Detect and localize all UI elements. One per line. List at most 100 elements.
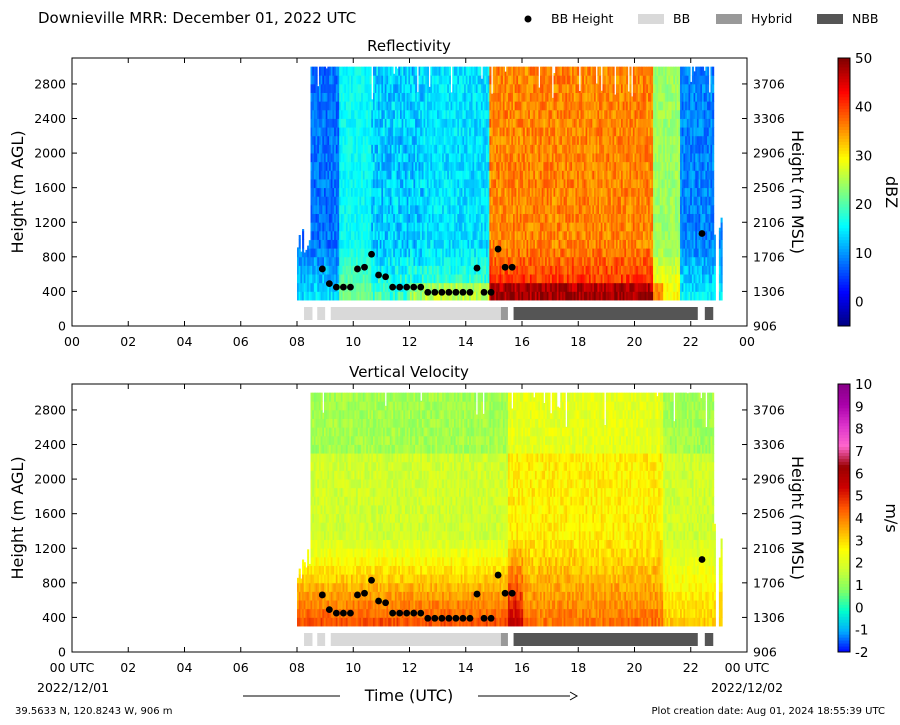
field-cell bbox=[383, 66, 386, 76]
figure-title: Downieville MRR: December 01, 2022 UTC bbox=[38, 9, 356, 27]
field-cell bbox=[362, 144, 365, 154]
field-cell bbox=[440, 170, 443, 180]
field-cell bbox=[445, 282, 448, 292]
field-cell bbox=[432, 282, 435, 292]
field-cell bbox=[399, 256, 403, 266]
field-cell bbox=[398, 161, 401, 171]
field-cell bbox=[335, 66, 338, 76]
field-cell bbox=[372, 75, 376, 85]
field-cell bbox=[405, 256, 408, 266]
field-cell bbox=[318, 66, 322, 76]
field-cell bbox=[462, 92, 465, 102]
field-cell bbox=[433, 161, 436, 171]
field-cell bbox=[462, 248, 465, 258]
field-cell bbox=[420, 127, 423, 137]
field-cell bbox=[415, 92, 418, 102]
field-cell bbox=[459, 248, 462, 258]
field-cell bbox=[332, 230, 335, 240]
field-cell bbox=[344, 66, 347, 76]
field-cell bbox=[376, 196, 379, 206]
field-cell bbox=[359, 291, 362, 301]
field-cell bbox=[374, 75, 377, 85]
field-cell bbox=[324, 83, 327, 93]
field-cell bbox=[327, 161, 330, 171]
field-cell bbox=[374, 101, 377, 111]
field-cell bbox=[352, 83, 355, 93]
field-cell bbox=[371, 135, 374, 145]
field-cell bbox=[410, 170, 413, 180]
field-cell bbox=[339, 187, 342, 197]
field-cell bbox=[462, 66, 465, 76]
field-cell bbox=[312, 170, 315, 180]
field-cell bbox=[334, 196, 337, 206]
field-cell bbox=[432, 187, 435, 197]
field-cell bbox=[448, 109, 451, 119]
field-cell bbox=[374, 274, 377, 284]
field-cell bbox=[612, 66, 615, 76]
field-cell bbox=[410, 187, 413, 197]
field-cell bbox=[432, 66, 435, 76]
field-cell bbox=[403, 248, 406, 258]
field-cell bbox=[351, 161, 354, 171]
field-cell bbox=[340, 291, 343, 301]
field-cell bbox=[467, 196, 470, 206]
field-cell bbox=[448, 248, 451, 258]
field-cell bbox=[448, 291, 451, 301]
field-cell bbox=[322, 144, 325, 154]
field-cell bbox=[413, 135, 416, 145]
field-cell bbox=[443, 109, 446, 119]
field-cell bbox=[448, 153, 451, 163]
field-cell bbox=[396, 222, 399, 232]
field-cell bbox=[432, 274, 435, 284]
field-cell bbox=[464, 204, 467, 215]
field-cell bbox=[388, 282, 391, 292]
field-cell bbox=[349, 248, 352, 258]
field-cell bbox=[344, 256, 347, 266]
field-cell bbox=[403, 161, 406, 171]
field-cell bbox=[349, 222, 352, 232]
field-cell bbox=[425, 153, 428, 163]
field-cell bbox=[327, 274, 330, 284]
field-cell bbox=[443, 265, 446, 275]
field-cell bbox=[457, 66, 460, 76]
field-cell bbox=[442, 187, 445, 197]
field-cell bbox=[467, 248, 470, 258]
field-cell bbox=[344, 239, 347, 249]
field-cell bbox=[443, 83, 446, 93]
field-cell bbox=[396, 204, 399, 215]
field-cell bbox=[455, 196, 458, 206]
field-cell bbox=[389, 153, 392, 163]
field-cell bbox=[550, 66, 553, 76]
field-cell bbox=[384, 256, 387, 266]
field-cell bbox=[469, 239, 472, 249]
field-cell bbox=[352, 248, 355, 258]
field-cell bbox=[450, 101, 453, 111]
field-cell bbox=[394, 161, 397, 171]
field-cell bbox=[418, 265, 421, 275]
field-cell bbox=[423, 248, 426, 258]
field-cell bbox=[437, 204, 440, 215]
field-cell bbox=[369, 196, 372, 206]
field-cell bbox=[354, 92, 357, 102]
field-cell bbox=[399, 92, 403, 102]
field-cell bbox=[406, 256, 409, 266]
field-cell bbox=[460, 248, 463, 258]
field-cell bbox=[310, 282, 313, 292]
field-cell bbox=[457, 204, 460, 215]
field-cell bbox=[393, 204, 396, 215]
field-cell bbox=[453, 83, 457, 93]
field-cell bbox=[443, 161, 446, 171]
field-cell bbox=[467, 213, 470, 223]
field-cell bbox=[489, 83, 492, 93]
field-cell bbox=[418, 153, 421, 163]
field-cell bbox=[349, 291, 352, 301]
field-cell bbox=[465, 230, 468, 240]
field-cell bbox=[315, 66, 318, 76]
field-cell bbox=[450, 118, 453, 128]
field-cell bbox=[418, 213, 421, 223]
field-cell bbox=[354, 187, 357, 197]
field-cell bbox=[332, 213, 335, 223]
field-cell bbox=[322, 213, 325, 223]
field-cell bbox=[378, 101, 381, 111]
field-cell bbox=[378, 118, 381, 128]
